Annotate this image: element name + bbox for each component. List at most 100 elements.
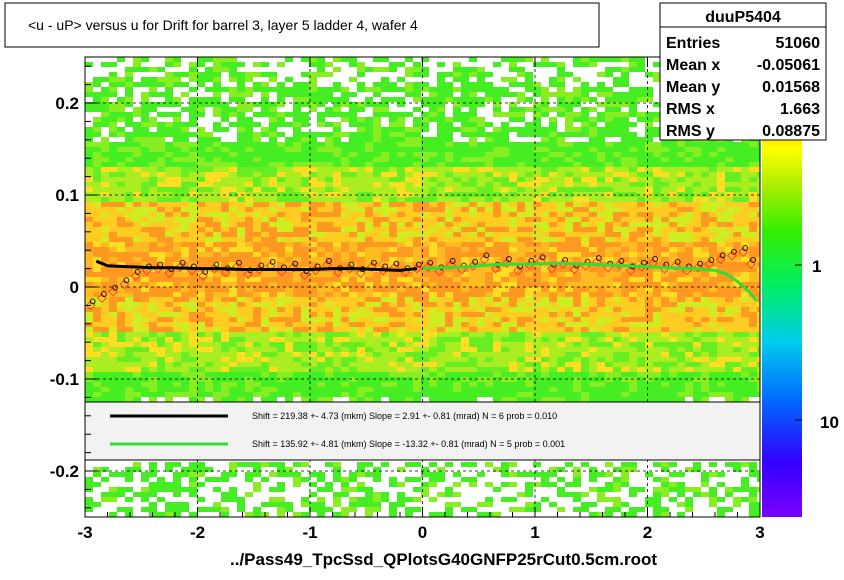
heatmap-cell bbox=[349, 217, 357, 222]
heatmap-cell bbox=[581, 387, 589, 392]
heatmap-cell bbox=[237, 192, 245, 197]
heatmap-cell bbox=[573, 382, 581, 387]
heatmap-cell bbox=[517, 67, 525, 72]
heatmap-cell bbox=[213, 152, 221, 157]
heatmap-cell bbox=[565, 292, 573, 297]
heatmap-cell bbox=[149, 257, 157, 262]
heatmap-cell bbox=[109, 207, 117, 212]
heatmap-cell bbox=[397, 197, 405, 202]
heatmap-cell bbox=[165, 87, 173, 92]
heatmap-cell bbox=[173, 232, 181, 237]
heatmap-cell bbox=[101, 117, 109, 122]
heatmap-cell bbox=[485, 157, 493, 162]
heatmap-cell bbox=[605, 102, 613, 107]
heatmap-cell bbox=[637, 292, 645, 297]
heatmap-cell bbox=[557, 377, 565, 382]
heatmap-cell bbox=[221, 352, 229, 357]
heatmap-cell bbox=[501, 397, 509, 402]
heatmap-cell bbox=[501, 302, 509, 307]
heatmap-cell bbox=[165, 197, 173, 202]
heatmap-cell bbox=[397, 77, 405, 82]
heatmap-cell bbox=[189, 117, 197, 122]
heatmap-cell bbox=[245, 297, 253, 302]
heatmap-cell bbox=[93, 227, 101, 232]
heatmap-cell bbox=[229, 302, 237, 307]
heatmap-cell bbox=[229, 72, 237, 77]
heatmap-cell bbox=[317, 352, 325, 357]
heatmap-cell bbox=[293, 252, 301, 257]
heatmap-cell bbox=[213, 107, 221, 112]
heatmap-cell bbox=[661, 477, 669, 482]
heatmap-cell bbox=[389, 172, 397, 177]
heatmap-cell bbox=[333, 82, 341, 87]
heatmap-cell bbox=[293, 222, 301, 227]
heatmap-cell bbox=[181, 177, 189, 182]
heatmap-cell bbox=[373, 372, 381, 377]
heatmap-cell bbox=[165, 182, 173, 187]
heatmap-cell bbox=[333, 212, 341, 217]
heatmap-cell bbox=[277, 392, 285, 397]
heatmap-cell bbox=[309, 312, 317, 317]
heatmap-cell bbox=[261, 102, 269, 107]
heatmap-cell bbox=[445, 252, 453, 257]
heatmap-cell bbox=[413, 292, 421, 297]
heatmap-cell bbox=[173, 197, 181, 202]
heatmap-cell bbox=[261, 337, 269, 342]
heatmap-cell bbox=[461, 222, 469, 227]
heatmap-cell bbox=[189, 292, 197, 297]
heatmap-cell bbox=[221, 472, 229, 477]
heatmap-cell bbox=[141, 387, 149, 392]
heatmap-cell bbox=[565, 152, 573, 157]
heatmap-cell bbox=[445, 507, 453, 512]
heatmap-cell bbox=[541, 337, 549, 342]
heatmap-cell bbox=[421, 237, 429, 242]
heatmap-cell bbox=[453, 112, 461, 117]
heatmap-cell bbox=[405, 192, 413, 197]
heatmap-cell bbox=[101, 342, 109, 347]
heatmap-cell bbox=[109, 202, 117, 207]
heatmap-cell bbox=[141, 67, 149, 72]
heatmap-cell bbox=[413, 317, 421, 322]
heatmap-cell bbox=[301, 237, 309, 242]
heatmap-cell bbox=[149, 342, 157, 347]
heatmap-cell bbox=[525, 312, 533, 317]
heatmap-cell bbox=[533, 177, 541, 182]
heatmap-cell bbox=[85, 332, 93, 337]
heatmap-cell bbox=[413, 337, 421, 342]
heatmap-cell bbox=[317, 472, 325, 477]
heatmap-cell bbox=[365, 302, 373, 307]
heatmap-cell bbox=[181, 352, 189, 357]
heatmap-cell bbox=[261, 152, 269, 157]
heatmap-cell bbox=[157, 247, 165, 252]
heatmap-cell bbox=[493, 397, 501, 402]
heatmap-cell bbox=[645, 217, 653, 222]
heatmap-cell bbox=[133, 237, 141, 242]
heatmap-cell bbox=[157, 352, 165, 357]
heatmap-cell bbox=[333, 382, 341, 387]
heatmap-cell bbox=[469, 252, 477, 257]
heatmap-cell bbox=[157, 177, 165, 182]
heatmap-cell bbox=[277, 302, 285, 307]
heatmap-cell bbox=[589, 272, 597, 277]
heatmap-cell bbox=[661, 512, 669, 517]
heatmap-cell bbox=[413, 142, 421, 147]
heatmap-cell bbox=[597, 487, 605, 492]
heatmap-cell bbox=[589, 362, 597, 367]
heatmap-cell bbox=[653, 157, 661, 162]
heatmap-cell bbox=[381, 327, 389, 332]
heatmap-cell bbox=[573, 252, 581, 257]
heatmap-cell bbox=[157, 157, 165, 162]
heatmap-cell bbox=[181, 242, 189, 247]
heatmap-cell bbox=[533, 152, 541, 157]
heatmap-cell bbox=[413, 237, 421, 242]
heatmap-cell bbox=[125, 302, 133, 307]
heatmap-cell bbox=[165, 72, 173, 77]
heatmap-cell bbox=[533, 222, 541, 227]
heatmap-cell bbox=[533, 317, 541, 322]
heatmap-cell bbox=[365, 397, 373, 402]
heatmap-cell bbox=[221, 192, 229, 197]
heatmap-cell bbox=[637, 507, 645, 512]
heatmap-cell bbox=[445, 227, 453, 232]
heatmap-cell bbox=[645, 227, 653, 232]
heatmap-cell bbox=[125, 392, 133, 397]
